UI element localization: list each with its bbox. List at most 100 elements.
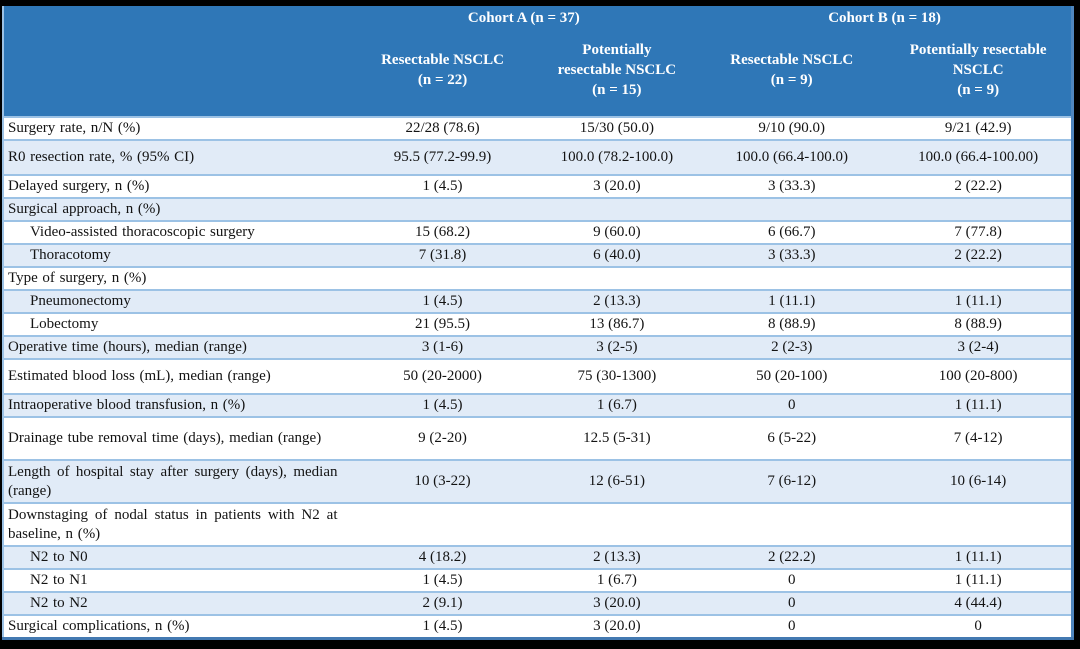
row-label: Lobectomy (3, 312, 350, 336)
table-row: Delayed surgery, n (%) 1 (4.5) 3 (20.0) 3 (… (3, 174, 1073, 198)
cell-value (698, 197, 886, 221)
cell-value: 0 (698, 568, 886, 592)
table-row: Surgery rate, n/N (%) 22/28 (78.6) 15/30 (… (3, 116, 1073, 140)
cell-value (698, 266, 886, 290)
cell-value: 75 (30-1300) (535, 358, 699, 394)
cell-value: 1 (11.1) (885, 568, 1073, 592)
column-header-row: Resectable NSCLC (n = 22) Potentially resec… (3, 32, 1073, 117)
cell-value: 2 (2-3) (698, 335, 886, 359)
cell-value (698, 502, 886, 546)
cell-value: 1 (11.1) (698, 289, 886, 313)
cell-value: 15/30 (50.0) (535, 116, 699, 140)
cell-value: 1 (11.1) (885, 545, 1073, 569)
row-label: Delayed surgery, n (%) (3, 174, 350, 198)
table-row: Thoracotomy 7 (31.8) 6 (40.0) 3 (33.3) 2 (22… (3, 243, 1073, 267)
cell-value: 1 (4.5) (349, 614, 536, 639)
cell-value: 100.0 (66.4-100.0) (698, 139, 886, 175)
cell-value: 1 (11.1) (885, 393, 1073, 417)
cell-value: 50 (20-2000) (349, 358, 536, 394)
cell-value: 1 (4.5) (349, 174, 536, 198)
cell-value: 13 (86.7) (535, 312, 699, 336)
cell-value: 3 (20.0) (535, 174, 699, 198)
table-row: N2 to N0 4 (18.2) 2 (13.3) 2 (22.2) 1 (11.1) (3, 545, 1073, 569)
row-label: Surgery rate, n/N (%) (3, 116, 350, 140)
table-row: Surgical complications, n (%) 1 (4.5) 3 (2… (3, 614, 1073, 639)
cell-value: 2 (13.3) (535, 289, 699, 313)
table-body: Surgery rate, n/N (%) 22/28 (78.6) 15/30 (… (3, 116, 1073, 639)
cohort-b-header: Cohort B (n = 18) (698, 6, 1073, 32)
cell-value (349, 502, 536, 546)
cell-value (885, 197, 1073, 221)
cell-value: 3 (20.0) (535, 591, 699, 615)
cell-value (535, 502, 699, 546)
cell-value: 3 (20.0) (535, 614, 699, 639)
cell-value: 2 (9.1) (349, 591, 536, 615)
table-frame: Cohort A (n = 37) Cohort B (n = 18) Rese… (2, 6, 1074, 640)
table-row: N2 to N2 2 (9.1) 3 (20.0) 0 4 (44.4) (3, 591, 1073, 615)
cell-value: 12 (6-51) (535, 459, 699, 503)
cell-value: 3 (2-5) (535, 335, 699, 359)
cell-value: 3 (1-6) (349, 335, 536, 359)
cell-value: 0 (698, 393, 886, 417)
cell-value: 2 (22.2) (885, 174, 1073, 198)
row-label: R0 resection rate, % (95% CI) (3, 139, 350, 175)
cell-value: 100.0 (66.4-100.00) (885, 139, 1073, 175)
row-label: Video-assisted thoracoscopic surgery (3, 220, 350, 244)
column-header-3: Resectable NSCLC (n = 9) (698, 32, 886, 117)
label-column-subheader (3, 32, 350, 117)
cell-value: 21 (95.5) (349, 312, 536, 336)
cell-value: 8 (88.9) (885, 312, 1073, 336)
cell-value: 1 (4.5) (349, 568, 536, 592)
cell-value: 1 (4.5) (349, 289, 536, 313)
cell-value: 0 (885, 614, 1073, 639)
cell-value: 6 (5-22) (698, 416, 886, 460)
table-row: Pneumonectomy 1 (4.5) 2 (13.3) 1 (11.1) 1 (1… (3, 289, 1073, 313)
cell-value: 100.0 (78.2-100.0) (535, 139, 699, 175)
cohort-a-header: Cohort A (n = 37) (349, 6, 699, 32)
table-row: Downstaging of nodal status in patients … (3, 502, 1073, 546)
row-label: Estimated blood loss (mL), median (range… (3, 358, 350, 394)
cell-value: 100 (20-800) (885, 358, 1073, 394)
row-label: Length of hospital stay after surgery (d… (3, 459, 350, 503)
cell-value (535, 197, 699, 221)
table-row: Drainage tube removal time (days), media… (3, 416, 1073, 460)
column-header-4: Potentially resectable NSCLC (n = 9) (885, 32, 1073, 117)
row-label: Type of surgery, n (%) (3, 266, 350, 290)
cell-value (885, 502, 1073, 546)
cell-value: 3 (33.3) (698, 243, 886, 267)
cell-value (885, 266, 1073, 290)
cell-value: 1 (6.7) (535, 568, 699, 592)
cell-value: 2 (22.2) (885, 243, 1073, 267)
row-label: N2 to N1 (3, 568, 350, 592)
table-row: Estimated blood loss (mL), median (range… (3, 358, 1073, 394)
cell-value: 3 (33.3) (698, 174, 886, 198)
cell-value (349, 197, 536, 221)
cell-value: 7 (77.8) (885, 220, 1073, 244)
cell-value: 15 (68.2) (349, 220, 536, 244)
cell-value (349, 266, 536, 290)
row-label: Surgical approach, n (%) (3, 197, 350, 221)
cell-value (535, 266, 699, 290)
cell-value: 9/21 (42.9) (885, 116, 1073, 140)
column-header-2: Potentially resectable NSCLC (n = 15) (535, 32, 699, 117)
table-row: Video-assisted thoracoscopic surgery 15 (… (3, 220, 1073, 244)
cell-value: 4 (18.2) (349, 545, 536, 569)
cell-value: 1 (6.7) (535, 393, 699, 417)
row-label: Drainage tube removal time (days), media… (3, 416, 350, 460)
cell-value: 7 (4-12) (885, 416, 1073, 460)
cell-value: 10 (3-22) (349, 459, 536, 503)
cell-value: 2 (13.3) (535, 545, 699, 569)
table-row: N2 to N1 1 (4.5) 1 (6.7) 0 1 (11.1) (3, 568, 1073, 592)
cell-value: 0 (698, 591, 886, 615)
cell-value: 10 (6-14) (885, 459, 1073, 503)
cell-value: 1 (4.5) (349, 393, 536, 417)
cell-value: 22/28 (78.6) (349, 116, 536, 140)
cell-value: 9/10 (90.0) (698, 116, 886, 140)
cell-value: 7 (6-12) (698, 459, 886, 503)
cell-value: 0 (698, 614, 886, 639)
cell-value: 8 (88.9) (698, 312, 886, 336)
table-row: R0 resection rate, % (95% CI) 95.5 (77.2-… (3, 139, 1073, 175)
cell-value: 4 (44.4) (885, 591, 1073, 615)
cell-value: 3 (2-4) (885, 335, 1073, 359)
cell-value: 12.5 (5-31) (535, 416, 699, 460)
